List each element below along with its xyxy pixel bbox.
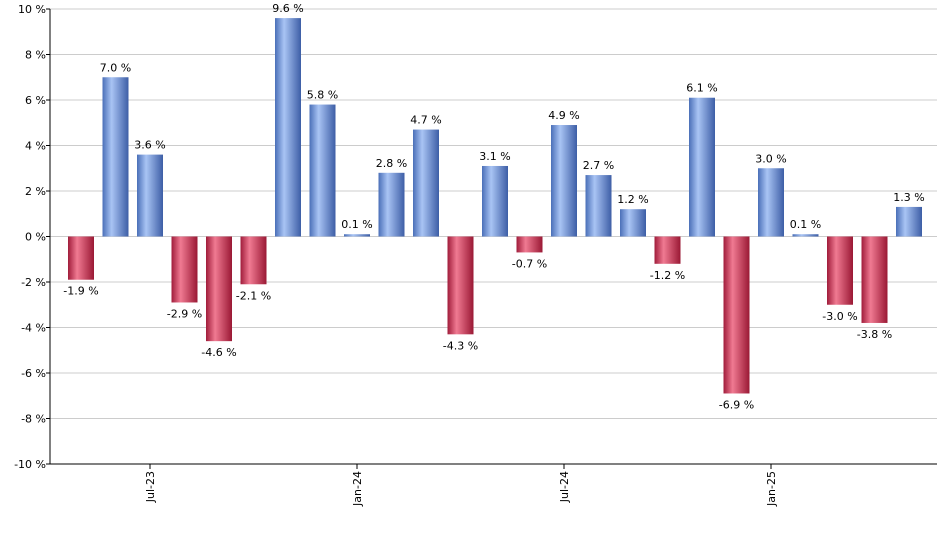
- data-label: 3.0 %: [755, 152, 786, 165]
- x-tick-label: Jul-23: [144, 471, 157, 503]
- y-tick-label: 6 %: [25, 94, 46, 107]
- bars: [68, 18, 922, 394]
- axes: -10 % -8 % -6 % -4 % -2 % 0 % 2 % 4 % 6 % 8 % 10 %…: [14, 3, 937, 507]
- data-label: -3.0 %: [822, 310, 857, 323]
- y-tick-label: -2 %: [21, 276, 46, 289]
- y-tick-label: -10 %: [14, 458, 46, 471]
- bar: [482, 165, 508, 237]
- data-label: 1.2 %: [617, 193, 648, 206]
- data-label: 3.1 %: [479, 150, 510, 163]
- bar: [206, 236, 232, 342]
- y-tick-label: -4 %: [21, 322, 46, 335]
- bar: [102, 77, 129, 237]
- bar: [378, 172, 405, 237]
- bar: [309, 104, 336, 237]
- bar: [171, 236, 198, 303]
- bar: [137, 154, 163, 237]
- data-label: 0.1 %: [341, 218, 372, 231]
- bar: [896, 206, 922, 237]
- data-label: -3.8 %: [857, 328, 892, 341]
- y-tick-label: 4 %: [25, 140, 46, 153]
- data-label: -6.9 %: [719, 398, 754, 411]
- data-label: 9.6 %: [272, 2, 303, 15]
- data-label: -2.1 %: [236, 289, 271, 302]
- data-label: -0.7 %: [512, 257, 547, 270]
- bar: [861, 236, 888, 323]
- data-label: -4.3 %: [443, 339, 478, 352]
- x-tick-label: Jul-24: [558, 471, 571, 503]
- bar: [827, 236, 853, 305]
- bar: [585, 175, 612, 237]
- data-label: 0.1 %: [790, 218, 821, 231]
- x-tick-label: Jan-25: [765, 471, 778, 507]
- bar: [654, 236, 681, 264]
- data-label: -1.2 %: [650, 269, 685, 282]
- data-label: 3.6 %: [134, 139, 165, 152]
- bar: [620, 209, 646, 237]
- bar: [68, 236, 94, 280]
- bar: [551, 125, 577, 237]
- y-tick-label: 8 %: [25, 49, 46, 62]
- data-label: -4.6 %: [201, 346, 236, 359]
- bar: [689, 97, 715, 237]
- data-label: 4.9 %: [548, 109, 579, 122]
- bar: [413, 129, 439, 237]
- bar: [723, 236, 750, 394]
- y-tick-label: 2 %: [25, 185, 46, 198]
- bar: [275, 18, 301, 237]
- data-label: 2.7 %: [583, 159, 614, 172]
- bar: [240, 236, 267, 285]
- y-tick-label: -6 %: [21, 367, 46, 380]
- x-tick-label: Jan-24: [351, 471, 364, 507]
- bar: [792, 234, 819, 237]
- data-label: 4.7 %: [410, 114, 441, 127]
- data-label: -2.9 %: [167, 307, 202, 320]
- y-tick-label: 0 %: [25, 231, 46, 244]
- bar: [516, 236, 543, 253]
- data-label: 6.1 %: [686, 82, 717, 95]
- bar: [447, 236, 474, 335]
- data-label: 2.8 %: [376, 157, 407, 170]
- y-tick-label: -8 %: [21, 413, 46, 426]
- data-label: 7.0 %: [100, 61, 131, 74]
- y-tick-label: 10 %: [18, 3, 46, 16]
- bar: [344, 234, 370, 237]
- data-labels: -1.9 % 7.0 % 3.6 % -2.9 % -4.6 % -2.1 % 9.6 % 5…: [63, 2, 924, 411]
- data-label: -1.9 %: [63, 285, 98, 298]
- bar: [758, 168, 784, 237]
- data-label: 1.3 %: [893, 191, 924, 204]
- data-label: 5.8 %: [307, 89, 338, 102]
